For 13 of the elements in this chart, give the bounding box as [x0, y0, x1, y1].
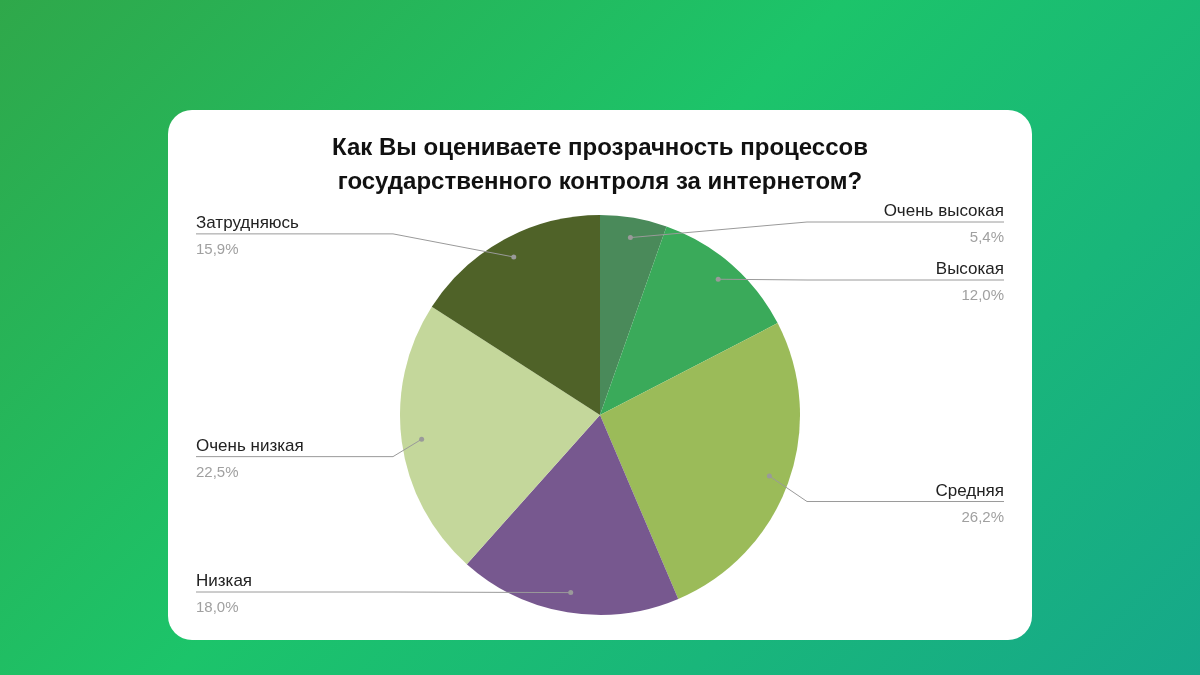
slice-label: Очень высокая	[883, 201, 1004, 220]
data-label: 15,9%	[196, 239, 239, 257]
slice-label: Очень низкая	[196, 435, 304, 455]
data-label: 12,0%	[961, 286, 1004, 303]
data-label: 18,0%	[196, 598, 239, 615]
data-label: 26,2%	[961, 507, 1004, 525]
slice-label: Затрудняюсь	[196, 212, 300, 232]
slice-label: Средняя	[935, 480, 1004, 500]
slice-label: Низкая	[196, 571, 253, 590]
data-label: 5,4%	[969, 228, 1004, 245]
chart-title: Как Вы оцениваете прозрачность процессов государственного контроля за интернетом?	[331, 132, 869, 196]
slice-label: Высокая	[935, 259, 1004, 278]
data-label: 22,5%	[196, 462, 239, 480]
